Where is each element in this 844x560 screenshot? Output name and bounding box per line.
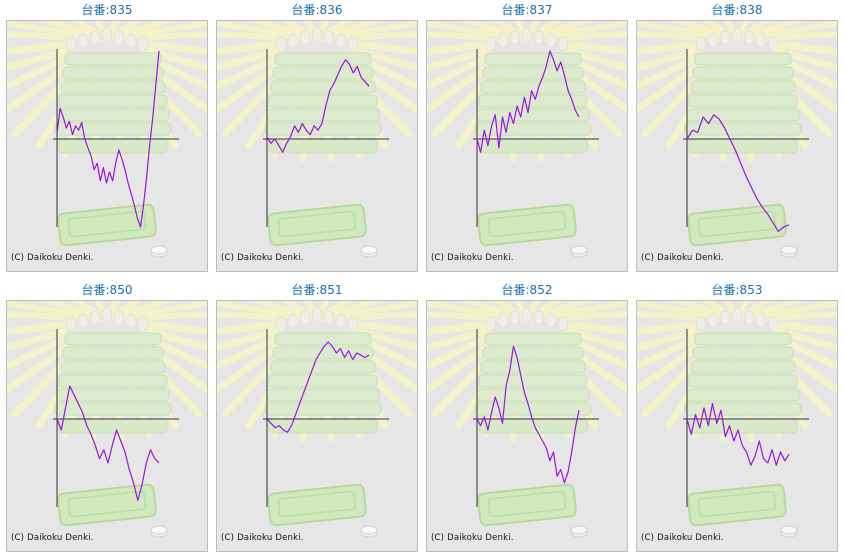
chart-panel: 台番:852 (C) Daikoku Denki. <box>425 280 629 552</box>
chart-frame: (C) Daikoku Denki. <box>216 20 418 272</box>
data-line <box>686 402 790 466</box>
background-illustration <box>637 21 837 258</box>
slump-chart <box>637 21 837 258</box>
slump-chart <box>7 301 207 538</box>
background-illustration <box>217 301 417 538</box>
data-line <box>56 385 160 501</box>
chart-title[interactable]: 台番:852 <box>501 283 553 297</box>
data-line <box>476 345 580 484</box>
slump-chart <box>427 21 627 258</box>
data-line <box>476 50 580 153</box>
chart-panel: 台番:837 (C) Daikoku Denki. <box>425 0 629 272</box>
copyright-text: (C) Daikoku Denki. <box>641 533 724 543</box>
chart-title[interactable]: 台番:850 <box>81 283 133 297</box>
chart-frame: (C) Daikoku Denki. <box>6 300 208 552</box>
slump-chart <box>7 21 207 258</box>
chart-title[interactable]: 台番:851 <box>291 283 343 297</box>
data-line <box>686 114 790 232</box>
chart-frame: (C) Daikoku Denki. <box>426 20 628 272</box>
chart-title[interactable]: 台番:837 <box>501 3 553 17</box>
background-illustration <box>427 21 627 258</box>
copyright-text: (C) Daikoku Denki. <box>641 253 724 263</box>
copyright-text: (C) Daikoku Denki. <box>221 253 304 263</box>
chart-panel: 台番:836 (C) Daikoku Denki. <box>215 0 419 272</box>
chart-frame: (C) Daikoku Denki. <box>426 300 628 552</box>
chart-panel: 台番:853 (C) Daikoku Denki. <box>635 280 839 552</box>
slump-chart <box>637 301 837 538</box>
copyright-text: (C) Daikoku Denki. <box>11 253 94 263</box>
slump-chart <box>427 301 627 538</box>
background-illustration <box>7 301 207 538</box>
copyright-text: (C) Daikoku Denki. <box>11 533 94 543</box>
chart-frame: (C) Daikoku Denki. <box>636 20 838 272</box>
background-illustration <box>637 301 837 538</box>
chart-title[interactable]: 台番:836 <box>291 3 343 17</box>
slump-chart <box>217 301 417 538</box>
chart-panel: 台番:851 (C) Daikoku Denki. <box>215 280 419 552</box>
chart-panel: 台番:838 (C) Daikoku Denki. <box>635 0 839 272</box>
copyright-text: (C) Daikoku Denki. <box>221 533 304 543</box>
background-illustration <box>7 21 207 258</box>
copyright-text: (C) Daikoku Denki. <box>431 253 514 263</box>
data-line <box>266 59 370 153</box>
chart-frame: (C) Daikoku Denki. <box>636 300 838 552</box>
slump-chart <box>217 21 417 258</box>
chart-title[interactable]: 台番:835 <box>81 3 133 17</box>
copyright-text: (C) Daikoku Denki. <box>431 533 514 543</box>
chart-frame: (C) Daikoku Denki. <box>216 300 418 552</box>
chart-panel: 台番:850 (C) Daikoku Denki. <box>5 280 209 552</box>
chart-title[interactable]: 台番:838 <box>711 3 763 17</box>
chart-frame: (C) Daikoku Denki. <box>6 20 208 272</box>
data-line <box>56 50 160 228</box>
chart-panel: 台番:835 (C) Daikoku Denki. <box>5 0 209 272</box>
data-line <box>266 341 370 433</box>
chart-title[interactable]: 台番:853 <box>711 283 763 297</box>
